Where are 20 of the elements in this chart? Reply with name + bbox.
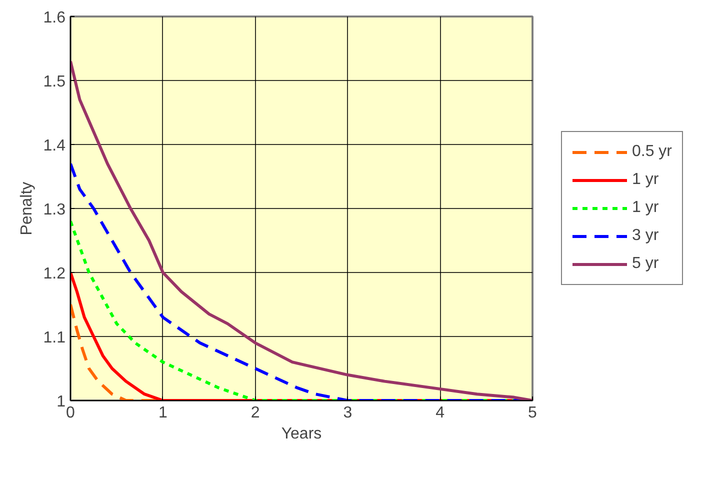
y-tick-label: 1.2 [43,266,66,282]
y-tick-label: 1.6 [43,10,66,26]
y-axis-title: Penalty [18,182,36,236]
y-tick-label: 1 [56,394,66,410]
y-tick-label: 1.5 [43,74,66,90]
x-tick-label: 5 [528,404,538,422]
y-tick-label: 1.4 [43,138,66,154]
legend-label: 5 yr [632,255,659,273]
x-tick-label: 4 [436,404,445,422]
y-tick-label: 1.1 [43,330,66,346]
legend-label: 1 yr [632,171,659,189]
x-tick-label: 1 [158,404,168,422]
legend-label: 0.5 yr [632,143,672,161]
x-tick-label: 2 [250,404,260,422]
y-tick-label: 1.3 [43,202,66,218]
x-tick-label: 3 [343,404,352,422]
x-tick-label: 0 [66,404,76,422]
x-axis-title: Years [281,426,322,442]
legend-label: 1 yr [632,199,659,217]
legend-label: 3 yr [632,227,659,245]
